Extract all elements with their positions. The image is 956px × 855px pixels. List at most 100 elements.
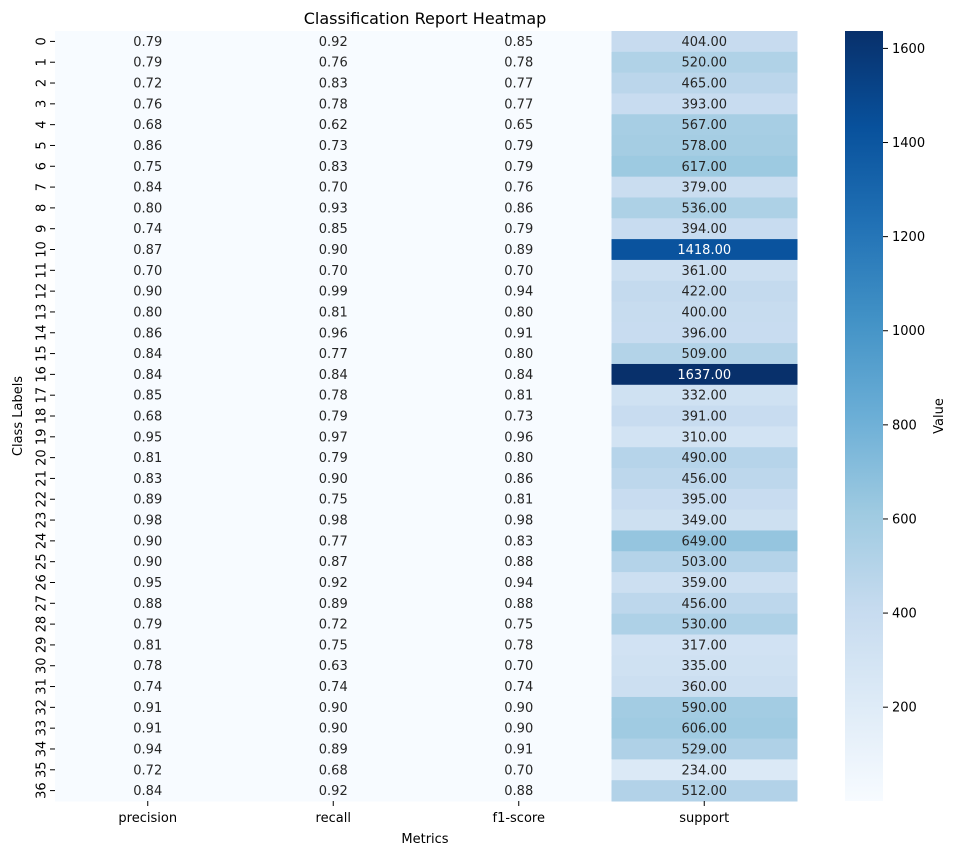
cell-value-label: 0.83 (504, 534, 533, 549)
cell-value-label: 0.81 (133, 638, 162, 653)
cell-value-label: 317.00 (682, 638, 728, 653)
row-tick-label: 4 (35, 121, 50, 129)
cell-value-label: 404.00 (682, 35, 728, 50)
cell-value-label: 0.87 (319, 555, 348, 570)
heatmap-cell (611, 572, 798, 594)
colorbar-tick-label: 800 (892, 418, 917, 433)
heatmap-cell (611, 343, 798, 365)
cell-value-label: 0.74 (319, 680, 348, 695)
heatmap-cell (55, 301, 241, 323)
heatmap-cell (611, 488, 798, 511)
heatmap-cell (426, 114, 612, 136)
heatmap-cell (611, 197, 798, 219)
cell-value-label: 0.68 (133, 410, 162, 425)
row-tick-label: 17 (35, 387, 50, 404)
heatmap-cell (55, 509, 241, 531)
cell-value-label: 0.75 (504, 618, 533, 633)
heatmap-cell (611, 31, 798, 53)
colorbar: 200 400 600 800 1000 1200 1400 1600 (845, 31, 925, 801)
heatmap-cell (426, 488, 612, 511)
cell-value-label: 0.83 (319, 77, 348, 92)
heatmap-cell (240, 259, 427, 282)
row-tick-label: 8 (35, 204, 50, 212)
heatmap-cell (55, 93, 241, 115)
row-tick-label: 22 (35, 491, 50, 508)
heatmap-cell (55, 218, 241, 240)
heatmap-cell (55, 239, 241, 261)
heatmap-cell (611, 405, 798, 427)
cell-value-label: 0.93 (319, 201, 348, 216)
heatmap-cell (611, 447, 798, 469)
row-tick-label: 29 (35, 637, 50, 654)
heatmap-cell (611, 301, 798, 323)
heatmap-cell (55, 696, 241, 719)
heatmap-cell (240, 696, 427, 719)
heatmap-cell (55, 155, 241, 178)
heatmap-cell (55, 655, 241, 677)
heatmap-cell (426, 384, 612, 407)
heatmap-cell (240, 155, 427, 178)
cell-value-label: 0.90 (133, 555, 162, 570)
cell-value-label: 0.90 (133, 285, 162, 300)
cell-value-label: 391.00 (682, 410, 728, 425)
row-tick-label: 13 (35, 304, 50, 321)
colorbar-tick-label: 1600 (892, 42, 925, 57)
row-tick-label: 32 (35, 699, 50, 716)
heatmap-cell (426, 280, 612, 303)
heatmap-cell (240, 551, 427, 573)
column-tick-labels: precision recall f1-score support (118, 801, 729, 826)
heatmap-cell (240, 509, 427, 531)
cell-value-label: 465.00 (682, 77, 728, 92)
heatmap-cell (611, 322, 798, 344)
heatmap-cell (240, 51, 427, 74)
cell-value-label: 0.79 (319, 410, 348, 425)
row-tick-label: 19 (35, 429, 50, 446)
cell-value-label: 0.86 (133, 326, 162, 341)
cell-value-label: 0.90 (319, 472, 348, 487)
row-tick-label: 33 (35, 720, 50, 737)
heatmap-cell (611, 259, 798, 282)
chart-title: Classification Report Heatmap (304, 9, 547, 28)
heatmap-cell (240, 135, 427, 157)
column-tick-label: recall (316, 811, 351, 826)
heatmap-cell (240, 280, 427, 303)
cell-value-label: 0.96 (319, 326, 348, 341)
cell-value-label: 520.00 (682, 56, 728, 71)
heatmap-cell (55, 280, 241, 303)
cell-value-label: 0.90 (319, 243, 348, 258)
heatmap-cell (426, 322, 612, 344)
heatmap-cell (426, 613, 612, 636)
cell-value-label: 0.72 (319, 618, 348, 633)
heatmap-cell (240, 738, 427, 760)
cell-value-label: 349.00 (682, 514, 728, 529)
heatmap-cell (240, 488, 427, 511)
cell-value-label: 0.79 (504, 139, 533, 154)
cell-value-label: 0.80 (504, 451, 533, 466)
heatmap-cell (611, 613, 798, 636)
heatmap-cell (240, 592, 427, 615)
heatmap-cell (55, 780, 241, 802)
heatmap-cell (611, 696, 798, 719)
row-tick-label: 10 (35, 241, 50, 258)
heatmap-cell (426, 676, 612, 698)
heatmap-cell (240, 72, 427, 94)
colorbar-label: Value (932, 398, 947, 434)
heatmap-cell (240, 176, 427, 198)
heatmap-cell (55, 114, 241, 136)
cell-value-label: 0.70 (319, 181, 348, 196)
cell-value-label: 0.79 (504, 160, 533, 175)
heatmap-cell (55, 717, 241, 740)
heatmap-cell (55, 738, 241, 760)
colorbar-tick-label: 1400 (892, 136, 925, 151)
cell-value-label: 0.79 (133, 35, 162, 50)
cell-value-label: 0.76 (319, 56, 348, 71)
cell-value-label: 0.84 (133, 784, 162, 799)
cell-value-label: 0.84 (319, 368, 348, 383)
cell-value-label: 0.65 (504, 118, 533, 133)
heatmap-cell (426, 426, 612, 448)
cell-value-label: 0.79 (504, 222, 533, 237)
heatmap-cell (426, 655, 612, 677)
heatmap-cell (240, 31, 427, 53)
row-tick-label: 28 (35, 616, 50, 633)
